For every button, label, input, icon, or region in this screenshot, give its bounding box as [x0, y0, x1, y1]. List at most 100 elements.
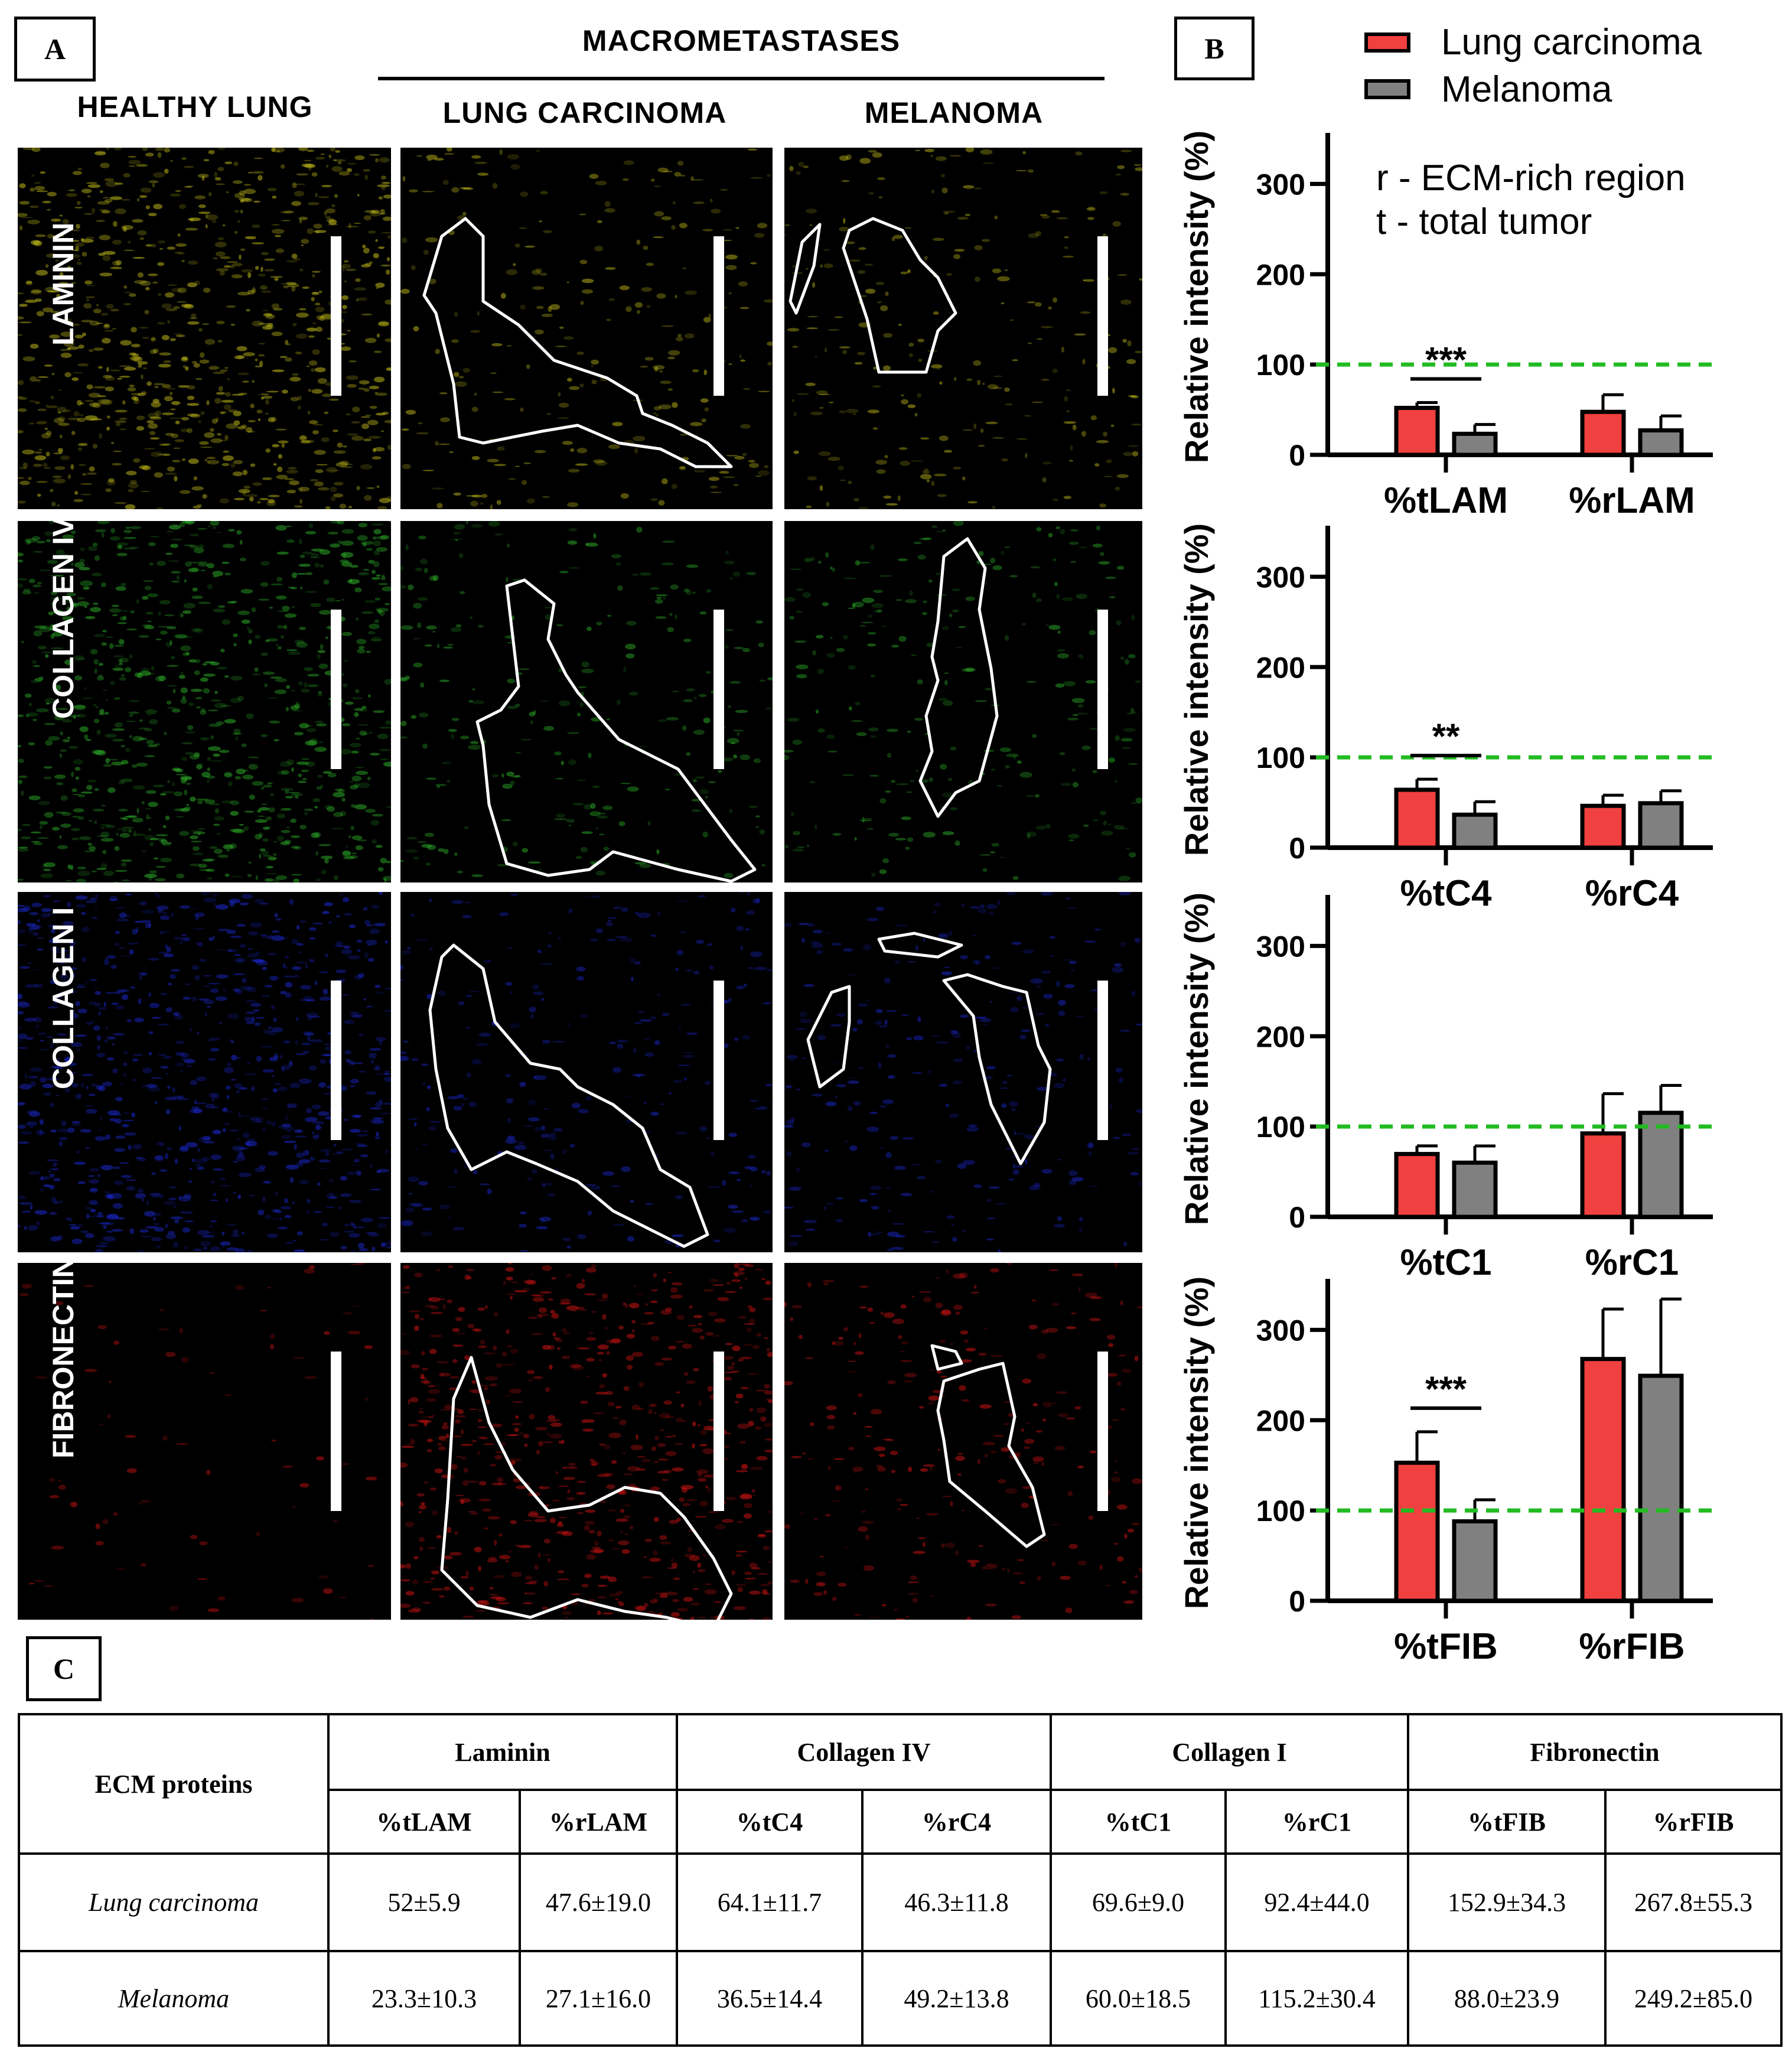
chart-laminin: Relative intensity (%) 0 100 200 300 %tLAM %rL… — [1178, 131, 1719, 521]
table-cell: 23.3±10.3 — [327, 1950, 521, 2047]
y-axis-label: Relative intensity (%) — [1178, 893, 1215, 1225]
micrograph-fibronectin-lung-carcinoma — [400, 1263, 773, 1620]
y-tick-label: 100 — [1256, 741, 1305, 774]
y-tick-label: 300 — [1256, 561, 1305, 594]
y-tick-label: 0 — [1289, 439, 1305, 472]
micrograph-fibronectin-melanoma — [784, 1263, 1142, 1620]
column-header-melanoma: MELANOMA — [864, 96, 1044, 129]
table-cell: 27.1±16.0 — [519, 1950, 678, 2047]
scale-bar — [1097, 1352, 1108, 1511]
table-cell: 92.4±44.0 — [1224, 1852, 1409, 1952]
y-axis-label: Relative intensity (%) — [1178, 523, 1215, 856]
tumor-outline — [475, 578, 757, 883]
table-row: Lung carcinoma 52±5.9 47.6±19.0 64.1±11.… — [18, 1852, 1783, 1952]
scale-bar — [713, 236, 724, 396]
panel-c-label: C — [26, 1636, 102, 1701]
table-cell: 88.0±23.9 — [1407, 1950, 1607, 2047]
tumor-outline — [936, 1362, 1046, 1548]
y-tick-label: 200 — [1256, 258, 1305, 291]
table-cell: 152.9±34.3 — [1407, 1852, 1607, 1952]
chart-collagen-iv: Relative intensity (%) 0 100 200 300 %tC4 %rC4… — [1178, 523, 1719, 914]
y-tick-label: 200 — [1256, 1404, 1305, 1437]
tumor-outline — [930, 1344, 963, 1371]
table-row-label: Lung carcinoma — [18, 1852, 330, 1952]
table-cell: 115.2±30.4 — [1224, 1950, 1409, 2047]
legend-swatch-melanoma — [1364, 79, 1410, 99]
row-label-collagen-iv: COLLAGEN IV — [47, 517, 80, 719]
table-cell: 64.1±11.7 — [676, 1852, 864, 1952]
tumor-outline — [877, 932, 963, 959]
y-tick-label: 0 — [1289, 1585, 1305, 1618]
ecm-stats-table: ECM proteins Laminin Collagen IV Collage… — [18, 1713, 1783, 2047]
bar-melanoma — [1638, 1373, 1684, 1603]
table-group-collagen-i: Collagen I — [1050, 1713, 1409, 1791]
table-cell: 46.3±11.8 — [861, 1852, 1052, 1952]
macrometastases-underline — [378, 77, 1104, 80]
row-label-laminin: LAMININ — [47, 222, 80, 346]
y-tick-label: 100 — [1256, 1111, 1305, 1144]
scale-bar — [713, 1352, 724, 1511]
x-tick-label: %rFIB — [1579, 1626, 1685, 1667]
micrograph-collagen-iv-melanoma — [784, 521, 1142, 883]
table-row: Melanoma 23.3±10.3 27.1±16.0 36.5±14.4 4… — [18, 1950, 1783, 2047]
y-tick-label: 0 — [1289, 1201, 1305, 1234]
y-tick-label: 100 — [1256, 1494, 1305, 1528]
table-cell: 52±5.9 — [327, 1852, 521, 1952]
column-header-lung-carcinoma: LUNG CARCINOMA — [442, 96, 727, 129]
row-label-collagen-i: COLLAGEN I — [47, 907, 80, 1089]
table-group-laminin: Laminin — [327, 1713, 678, 1791]
micrograph-collagen-i-melanoma — [784, 892, 1142, 1252]
bar-lung-carcinoma — [1580, 1131, 1626, 1219]
column-header-healthy-lung: HEALTHY LUNG — [77, 90, 313, 123]
table-cell: 267.8±55.3 — [1604, 1852, 1783, 1952]
significance-label: *** — [1425, 1369, 1467, 1409]
table-group-fibronectin: Fibronectin — [1407, 1713, 1783, 1791]
x-tick-label: %tC4 — [1400, 873, 1492, 914]
micrograph-laminin-lung-carcinoma — [400, 148, 773, 509]
significance-label: *** — [1425, 340, 1467, 379]
tumor-outline — [789, 223, 822, 315]
y-tick-label: 300 — [1256, 168, 1305, 201]
legend-swatch-lung-carcinoma — [1364, 32, 1410, 53]
micrograph-laminin-melanoma — [784, 148, 1142, 509]
micrograph-collagen-iv-lung-carcinoma — [400, 521, 773, 883]
row-label-fibronectin: FIBRONECTIN — [47, 1256, 80, 1458]
significance-label: ** — [1432, 717, 1460, 756]
bar-melanoma — [1452, 1160, 1498, 1219]
scale-bar — [331, 236, 341, 396]
chart-collagen-i: Relative intensity (%) 0 100 200 300 %tC1 %rC1 — [1178, 893, 1719, 1283]
table-subheader: %rLAM — [519, 1789, 678, 1855]
legend-label-melanoma: Melanoma — [1441, 69, 1612, 110]
bar-melanoma — [1452, 1519, 1498, 1603]
note-total-tumor: t - total tumor — [1376, 201, 1592, 242]
table-subheader: %tFIB — [1407, 1789, 1607, 1855]
table-cell: 249.2±85.0 — [1604, 1950, 1783, 2047]
y-tick-label: 300 — [1256, 930, 1305, 963]
table-corner-header: ECM proteins — [18, 1713, 330, 1855]
bar-melanoma — [1452, 812, 1498, 850]
table-cell: 49.2±13.8 — [861, 1950, 1052, 2047]
bar-lung-carcinoma — [1580, 1357, 1626, 1603]
table-subheader: %rC1 — [1224, 1789, 1409, 1855]
macrometastases-header: MACROMETASTASES — [582, 24, 901, 57]
micrograph-collagen-iv-healthy-lung — [18, 521, 391, 883]
table-cell: 60.0±18.5 — [1050, 1950, 1227, 2047]
y-tick-label: 300 — [1256, 1314, 1305, 1347]
micrograph-collagen-i-lung-carcinoma — [400, 892, 773, 1252]
table-subheader: %tC1 — [1050, 1789, 1227, 1855]
tumor-outline — [422, 217, 733, 468]
scale-bar — [1097, 236, 1108, 396]
y-tick-label: 100 — [1256, 349, 1305, 382]
table-cell: 47.6±19.0 — [519, 1852, 678, 1952]
panel-b-label: B — [1174, 17, 1255, 80]
scale-bar — [1097, 610, 1108, 769]
x-tick-label: %rLAM — [1569, 480, 1695, 521]
y-tick-label: 0 — [1289, 832, 1305, 865]
tumor-outline — [440, 1356, 733, 1620]
table-cell: 69.6±9.0 — [1050, 1852, 1227, 1952]
x-tick-label: %rC1 — [1585, 1242, 1679, 1283]
table-cell: 36.5±14.4 — [676, 1950, 864, 2047]
legend-label-lung-carcinoma: Lung carcinoma — [1441, 22, 1702, 63]
y-axis-label: Relative intensity (%) — [1178, 1277, 1215, 1609]
x-tick-label: %rC4 — [1585, 873, 1679, 914]
